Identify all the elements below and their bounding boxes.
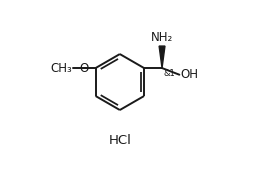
Polygon shape bbox=[159, 46, 165, 68]
Text: O: O bbox=[80, 62, 89, 75]
Text: OH: OH bbox=[180, 68, 198, 81]
Text: NH₂: NH₂ bbox=[151, 31, 173, 44]
Text: HCl: HCl bbox=[108, 134, 131, 147]
Text: CH₃: CH₃ bbox=[50, 62, 72, 75]
Text: &1: &1 bbox=[163, 69, 175, 78]
